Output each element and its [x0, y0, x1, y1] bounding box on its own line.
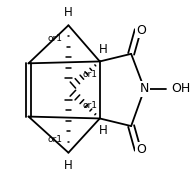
Text: O: O	[137, 143, 146, 156]
Text: O: O	[137, 23, 146, 36]
Text: H: H	[99, 124, 108, 137]
Text: or1: or1	[83, 70, 98, 79]
Text: or1: or1	[48, 34, 63, 43]
Text: or1: or1	[48, 135, 63, 144]
Text: H: H	[64, 6, 73, 19]
Text: or1: or1	[83, 101, 98, 110]
Text: OH: OH	[171, 82, 190, 96]
Text: N: N	[140, 82, 149, 96]
Text: H: H	[99, 43, 108, 56]
Text: H: H	[64, 159, 73, 172]
